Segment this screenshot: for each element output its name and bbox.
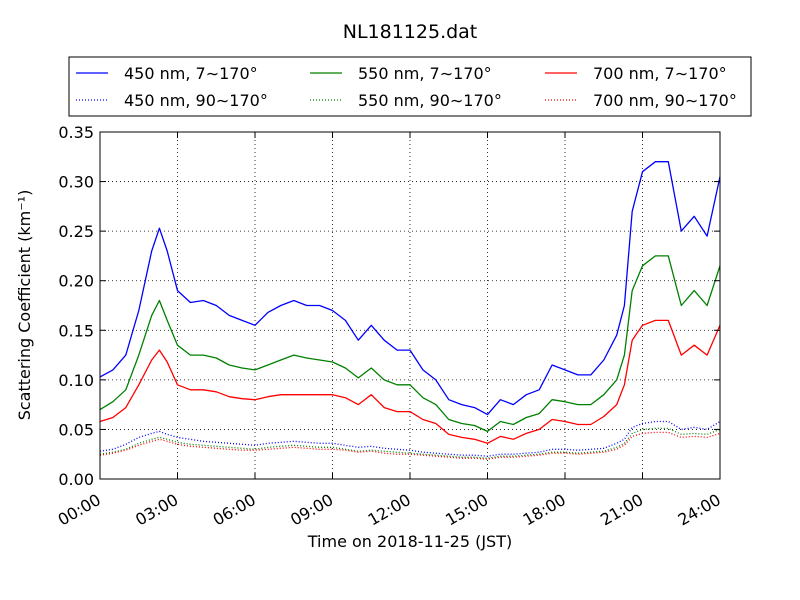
series-line bbox=[99, 161, 721, 416]
grid bbox=[100, 132, 720, 479]
x-tick-label: 24:00 bbox=[675, 490, 724, 530]
legend-label: 450 nm, 90∼170° bbox=[124, 91, 268, 110]
plot-lines bbox=[99, 161, 721, 460]
series-line bbox=[99, 420, 721, 457]
legend-box bbox=[68, 56, 752, 117]
legend-label: 550 nm, 7∼170° bbox=[358, 64, 492, 83]
legend: 450 nm, 7∼170° 450 nm, 90∼170° 550 nm, 7∼1… bbox=[68, 56, 752, 117]
x-tick-label: 21:00 bbox=[597, 490, 646, 530]
x-tick-label: 06:00 bbox=[210, 490, 259, 530]
y-tick-label: 0.30 bbox=[58, 173, 94, 192]
x-tick-label: 03:00 bbox=[132, 490, 181, 530]
y-tick-label: 0.10 bbox=[58, 371, 94, 390]
y-tick-label: 0.05 bbox=[58, 420, 94, 439]
series-line bbox=[99, 319, 721, 444]
y-tick-label: 0.25 bbox=[58, 222, 94, 241]
y-tick-label: 0.00 bbox=[58, 470, 94, 489]
x-axis-label: Time on 2018-11-25 (JST) bbox=[307, 532, 512, 551]
x-tick-label: 09:00 bbox=[287, 490, 336, 530]
legend-label: 450 nm, 7∼170° bbox=[124, 64, 258, 83]
y-tick-label: 0.15 bbox=[58, 321, 94, 340]
y-tick-label: 0.20 bbox=[58, 272, 94, 291]
y-tick-label: 0.35 bbox=[58, 123, 94, 142]
legend-label: 700 nm, 90∼170° bbox=[593, 91, 737, 110]
y-axis-label: Scattering Coefficient (km⁻¹) bbox=[15, 190, 34, 421]
series-line bbox=[99, 427, 721, 459]
x-tick-label: 18:00 bbox=[520, 490, 569, 530]
legend-label: 700 nm, 7∼170° bbox=[593, 64, 727, 83]
x-tick-label: 15:00 bbox=[442, 490, 491, 530]
x-tick-label: 00:00 bbox=[55, 490, 104, 530]
ticks: 00:00 03:00 06:00 09:00 12:00 15:00 18:00 21:00… bbox=[55, 123, 724, 530]
series-line bbox=[99, 255, 721, 433]
x-tick-label: 12:00 bbox=[365, 490, 414, 530]
chart-title: NL181125.dat bbox=[343, 21, 478, 43]
legend-label: 550 nm, 90∼170° bbox=[358, 91, 502, 110]
